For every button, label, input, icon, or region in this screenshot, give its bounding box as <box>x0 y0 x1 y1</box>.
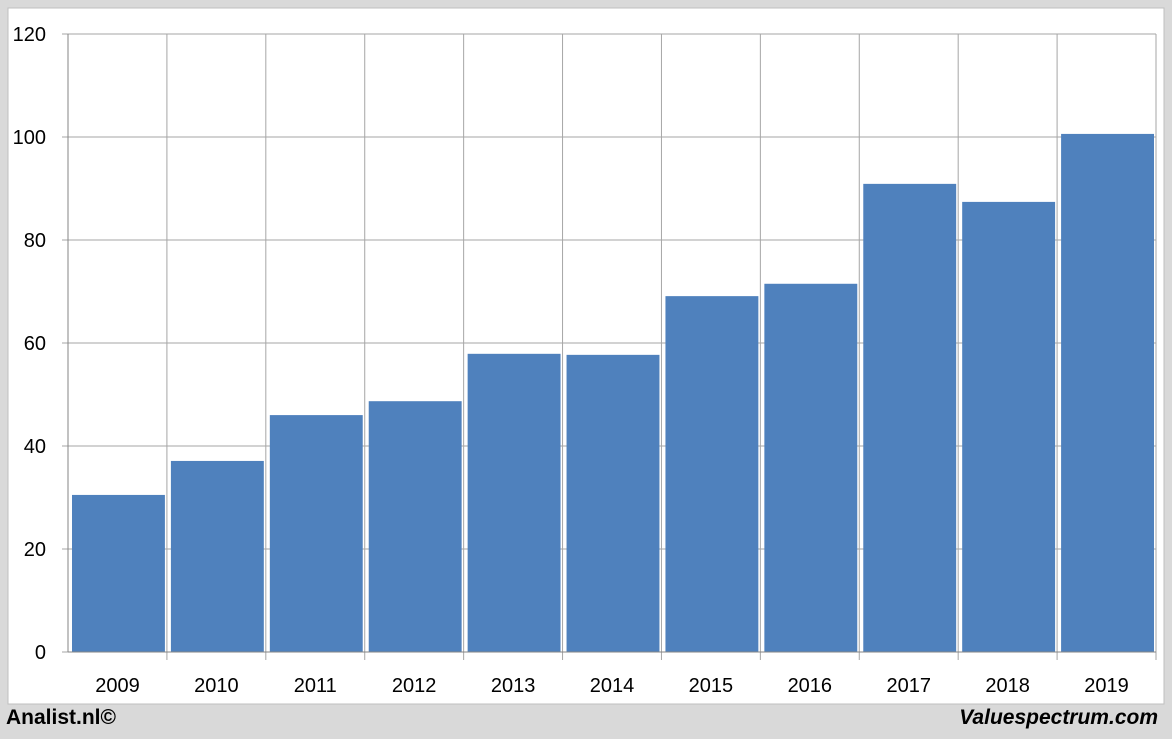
bar <box>170 460 264 652</box>
source: Analist.nl© <box>6 706 117 729</box>
y-tick-label: 120 <box>13 24 46 46</box>
x-tick-label: 2017 <box>886 675 931 697</box>
x-tick-label: 2014 <box>590 675 635 697</box>
x-tick-label: 2012 <box>392 675 437 697</box>
y-tick-label: 0 <box>35 642 46 664</box>
bar <box>962 201 1056 652</box>
x-tick-label: 2011 <box>294 675 337 697</box>
bar <box>863 183 957 653</box>
y-tick-label: 40 <box>24 436 46 458</box>
x-tick-label: 2010 <box>194 675 239 697</box>
bar <box>269 415 363 652</box>
bar <box>368 401 462 652</box>
x-tick-label: 2019 <box>1084 675 1129 697</box>
credit: Valuespectrum.com <box>959 706 1158 729</box>
bar <box>72 494 165 652</box>
bar <box>764 283 858 652</box>
y-tick-label: 100 <box>13 127 46 149</box>
x-tick-label: 2013 <box>491 675 536 697</box>
x-tick-label: 2016 <box>788 675 833 697</box>
bar <box>665 296 759 652</box>
y-tick-label: 80 <box>24 230 46 252</box>
y-tick-label: 20 <box>24 539 46 561</box>
x-tick-label: 2015 <box>689 675 734 697</box>
x-tick-label: 2018 <box>985 675 1030 697</box>
x-tick-label: 2009 <box>95 675 140 697</box>
bar <box>566 354 660 652</box>
y-tick-label: 60 <box>24 333 46 355</box>
bar <box>1061 133 1154 652</box>
bar <box>467 353 561 652</box>
